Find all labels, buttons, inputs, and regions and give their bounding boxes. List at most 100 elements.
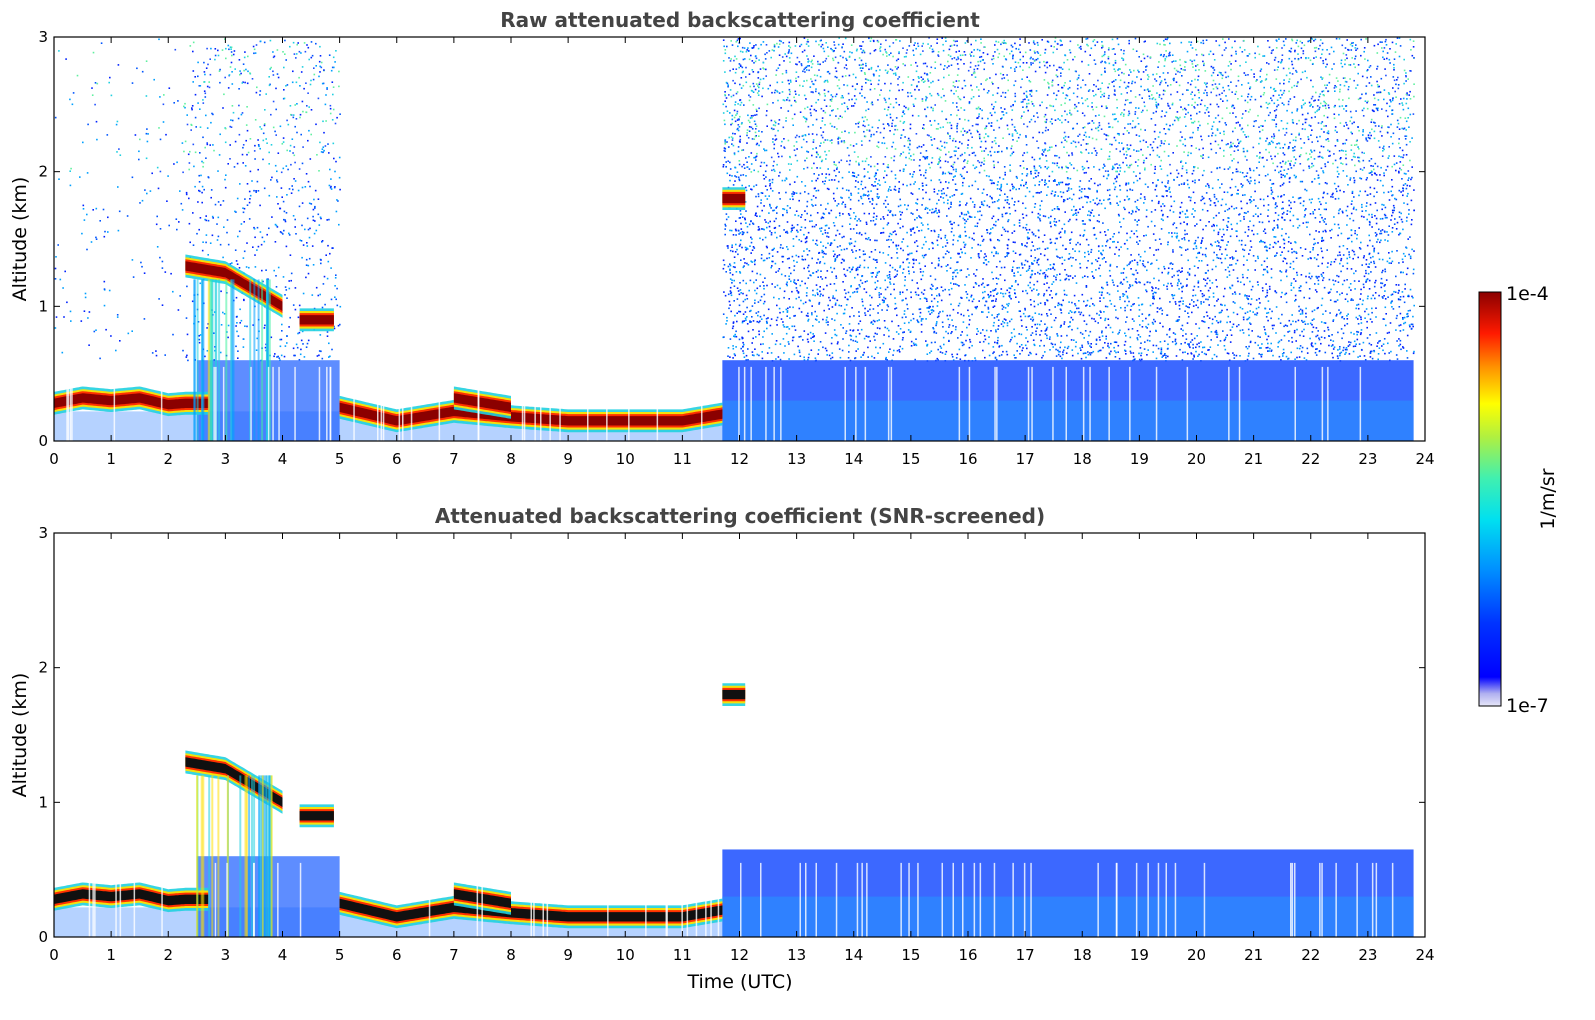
aerosol-layer-lower	[722, 400, 1414, 441]
noise-region	[54, 38, 187, 360]
x-tick-label: 1	[106, 450, 116, 468]
layer-band	[339, 402, 723, 426]
x-tick-label: 20	[1187, 946, 1206, 964]
layer-cloud-patch	[299, 804, 334, 828]
x-tick-label: 9	[563, 946, 573, 964]
x-tick-label: 19	[1130, 450, 1149, 468]
x-tick-label: 11	[673, 450, 692, 468]
x-tick-label: 6	[392, 946, 402, 964]
layer-low-cloud	[339, 395, 723, 433]
colorbar-max-label: 1e-4	[1506, 283, 1549, 305]
x-tick-label: 1	[106, 946, 116, 964]
layer-cloud-patch	[299, 308, 334, 332]
x-tick-label: 16	[958, 946, 977, 964]
x-tick-label: 23	[1358, 450, 1377, 468]
x-tick-label: 10	[616, 946, 635, 964]
y-tick-label: 1	[38, 297, 48, 315]
x-tick-label: 12	[730, 450, 749, 468]
x-tick-label: 17	[1016, 450, 1035, 468]
x-tick-label: 4	[278, 946, 288, 964]
y-tick-label: 3	[38, 28, 48, 46]
x-tick-label: 13	[787, 946, 806, 964]
x-tick-label: 5	[335, 450, 345, 468]
x-tick-label: 7	[449, 946, 459, 964]
x-tick-label: 22	[1301, 450, 1320, 468]
x-tick-label: 22	[1301, 946, 1320, 964]
layer-band	[299, 811, 334, 821]
x-axis-ticks: 0 1 2 3 4 5 6 7 8 9 10 11 12 13 14 15 16 17 18 19 20 21 22 23 24	[49, 37, 1435, 468]
colorbar-unit-label: 1/m/sr	[1537, 468, 1559, 529]
x-tick-label: 21	[1244, 946, 1263, 964]
x-tick-label: 23	[1358, 946, 1377, 964]
x-tick-label: 15	[901, 946, 920, 964]
chart-title: Attenuated backscattering coefficient (S…	[435, 504, 1045, 528]
y-tick-label: 2	[38, 659, 48, 677]
x-tick-label: 14	[844, 946, 863, 964]
layer-boundary-layer-top	[54, 386, 209, 417]
aerosol-layer-lower	[722, 896, 1414, 937]
x-tick-label: 14	[844, 450, 863, 468]
layer-band	[185, 261, 283, 311]
x-tick-label: 20	[1187, 450, 1206, 468]
x-tick-label: 15	[901, 450, 920, 468]
layer-elevated-layer	[453, 386, 511, 419]
colorbar: 1e-4 1e-7 1/m/sr	[1478, 283, 1559, 717]
fall-streaks	[196, 775, 273, 937]
colorbar-gradient	[1478, 291, 1502, 707]
x-tick-label: 18	[1073, 946, 1092, 964]
heatmap-area	[54, 37, 1415, 441]
chart-title: Raw attenuated backscattering coefficien…	[500, 8, 980, 32]
layer-band	[722, 193, 746, 204]
y-axis-ticks: 0 1 2 3	[38, 28, 1425, 450]
y-tick-label: 0	[38, 928, 48, 946]
colorbar-min-label: 1e-7	[1506, 695, 1549, 717]
x-tick-label: 16	[958, 450, 977, 468]
x-tick-label: 8	[506, 450, 516, 468]
x-tick-label: 11	[673, 946, 692, 964]
x-tick-label: 3	[221, 946, 231, 964]
x-tick-label: 13	[787, 450, 806, 468]
x-tick-label: 10	[616, 450, 635, 468]
x-tick-label: 4	[278, 450, 288, 468]
x-tick-label: 21	[1244, 450, 1263, 468]
y-tick-label: 2	[38, 163, 48, 181]
layer-band	[299, 315, 334, 325]
raw-backscatter-panel: Raw attenuated backscattering coefficien…	[9, 8, 1435, 468]
screened-backscatter-panel: Attenuated backscattering coefficient (S…	[9, 504, 1435, 993]
x-tick-label: 7	[449, 450, 459, 468]
y-axis-label: Altitude (km)	[9, 673, 31, 798]
data-gaps	[88, 862, 1394, 937]
x-tick-label: 9	[563, 450, 573, 468]
noise-region	[722, 37, 1415, 362]
x-tick-label: 12	[730, 946, 749, 964]
heatmap-area	[54, 683, 1414, 937]
x-tick-label: 2	[163, 946, 173, 964]
x-tick-label: 18	[1073, 450, 1092, 468]
x-axis-label: Time (UTC)	[686, 971, 792, 993]
x-tick-label: 0	[49, 450, 59, 468]
x-tick-label: 2	[163, 450, 173, 468]
y-tick-label: 1	[38, 793, 48, 811]
data-gaps	[66, 366, 1362, 441]
x-tick-label: 6	[392, 450, 402, 468]
x-axis-ticks: 0 1 2 3 4 5 6 7 8 9 10 11 12 13 14 15 16 17 18 19 20 21 22 23 24	[49, 533, 1435, 964]
y-axis-ticks: 0 1 2 3	[38, 524, 1425, 946]
x-tick-label: 24	[1415, 946, 1434, 964]
layer-cloud-fragment	[722, 683, 746, 706]
layer-cloud-fragment	[722, 187, 746, 210]
x-tick-label: 3	[221, 450, 231, 468]
y-tick-label: 0	[38, 432, 48, 450]
layer-band	[54, 393, 209, 410]
x-tick-label: 8	[506, 946, 516, 964]
x-tick-label: 19	[1130, 946, 1149, 964]
x-tick-label: 5	[335, 946, 345, 964]
x-tick-label: 24	[1415, 450, 1434, 468]
fall-streaks	[193, 279, 271, 441]
layer-band	[185, 757, 283, 807]
y-axis-label: Altitude (km)	[9, 177, 31, 302]
layer-band	[453, 393, 511, 412]
y-tick-label: 3	[38, 524, 48, 542]
layer-band	[722, 689, 746, 700]
x-tick-label: 0	[49, 946, 59, 964]
